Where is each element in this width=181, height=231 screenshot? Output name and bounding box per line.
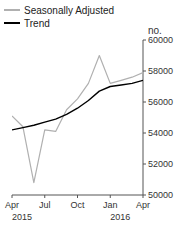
y-tick-label: 58000 xyxy=(148,66,173,76)
y-tick-label: 56000 xyxy=(148,97,173,107)
x-tick-label: Apr xyxy=(5,200,19,210)
y-tick xyxy=(143,102,146,103)
legend-swatch xyxy=(4,9,20,11)
chart: 50000 52000 54000 56000 58000 60000 Apr Jul Oct J… xyxy=(0,0,181,231)
y-tick xyxy=(143,133,146,134)
plot-area xyxy=(12,56,143,183)
y-tick-label: 50000 xyxy=(148,190,173,200)
y-tick xyxy=(143,40,146,41)
x-tick xyxy=(77,195,78,198)
y-axis-label: no. xyxy=(148,25,162,36)
x-tick-label: Apr xyxy=(136,200,150,210)
x-tick xyxy=(143,195,144,198)
y-tick xyxy=(143,71,146,72)
y-tick-label: 54000 xyxy=(148,128,173,138)
y-tick-label: 52000 xyxy=(148,159,173,169)
x-tick xyxy=(110,195,111,198)
year-label: 2016 xyxy=(110,212,130,222)
y-tick-label: 60000 xyxy=(148,35,173,45)
legend-swatch xyxy=(4,22,20,24)
y-tick xyxy=(143,164,146,165)
legend-label: Seasonally Adjusted xyxy=(24,5,114,16)
x-tick xyxy=(44,195,45,198)
series-line xyxy=(12,80,143,130)
year-label: 2015 xyxy=(12,212,32,222)
legend-label: Trend xyxy=(24,18,50,29)
x-tick-label: Jul xyxy=(39,200,51,210)
legend: Seasonally Adjusted Trend xyxy=(4,5,114,29)
y-axis-line xyxy=(143,40,144,195)
series-line xyxy=(12,56,143,183)
x-tick xyxy=(12,195,13,198)
x-tick-label: Jan xyxy=(103,200,118,210)
x-tick-label: Oct xyxy=(70,200,85,210)
